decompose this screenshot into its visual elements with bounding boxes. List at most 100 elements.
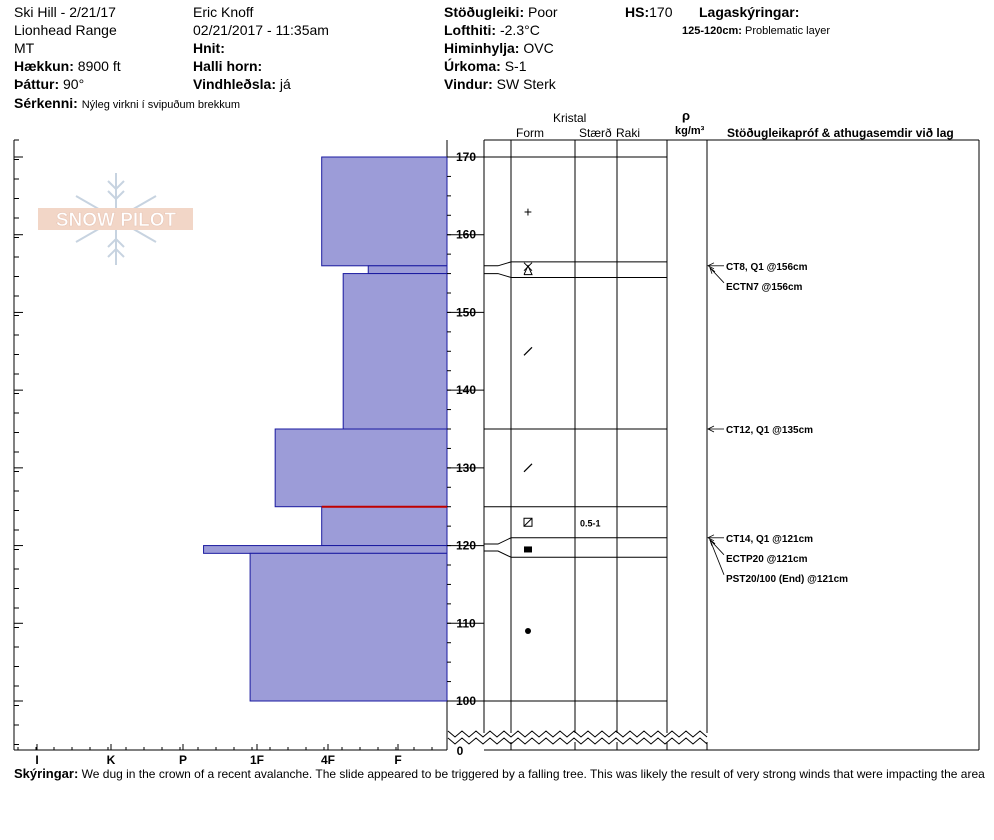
observer: Eric Knoff bbox=[193, 4, 254, 20]
stability-test-label: CT8, Q1 @156cm bbox=[726, 262, 808, 273]
hardness-tick-label: 1F bbox=[250, 753, 264, 767]
elevation-row: Hækkun: 8900 ft bbox=[14, 58, 121, 74]
snowpilot-logo: SNOW PILOT bbox=[38, 173, 193, 265]
logo-banner bbox=[38, 208, 193, 230]
sky-label: Himinhylja: bbox=[444, 40, 520, 56]
features-value: Nýleg virkni í svipuðum brekkum bbox=[81, 99, 241, 111]
stability-value: Poor bbox=[528, 4, 558, 20]
test-arrow-head bbox=[707, 534, 715, 542]
state: MT bbox=[14, 40, 35, 56]
boundary-connector bbox=[484, 261, 512, 267]
boundary-connector bbox=[484, 550, 512, 558]
hardness-profile: I K P 1F 4F F 100 110 120 130 140 150 160 170 0 bbox=[13, 139, 484, 767]
sky-value: OVC bbox=[523, 40, 554, 56]
axis-break-upper bbox=[447, 730, 708, 738]
hardness-layer-bar bbox=[367, 265, 448, 275]
test-arrow-head bbox=[707, 425, 715, 433]
form-header: Form bbox=[516, 126, 544, 140]
wind-loading-value: já bbox=[279, 76, 291, 92]
aspect-value: 90° bbox=[63, 76, 85, 92]
size-header: Stærð bbox=[579, 126, 612, 140]
coords-label: Hnit: bbox=[193, 40, 225, 56]
stability-label: Stöðugleiki: bbox=[444, 4, 525, 20]
aspect-label: Þáttur: bbox=[14, 76, 60, 92]
stability-test-label: CT12, Q1 @135cm bbox=[726, 425, 813, 436]
air-temp-label: Lofthiti: bbox=[444, 22, 497, 38]
test-arrow-head bbox=[709, 538, 716, 546]
grain-size-label: 0.5-1 bbox=[580, 518, 601, 528]
depth-tick-label: 140 bbox=[456, 383, 476, 397]
grain-symbol-square bbox=[524, 546, 532, 553]
air-temp-value: -2.3°C bbox=[499, 22, 540, 38]
depth-tick-label: 170 bbox=[456, 150, 476, 164]
depth-break-label: 0 bbox=[457, 744, 464, 758]
test-arrow-head bbox=[707, 262, 715, 270]
range-name: Lionhead Range bbox=[14, 22, 117, 38]
aspect-row: Þáttur: 90° bbox=[14, 76, 84, 92]
grain-symbol-hoar-x bbox=[523, 262, 533, 272]
depth-tick-label: 150 bbox=[456, 305, 476, 319]
axis-break-lower bbox=[447, 737, 708, 745]
hardness-tick-label: P bbox=[179, 753, 187, 767]
test-arrow-head bbox=[709, 266, 716, 274]
elevation-label: Hækkun: bbox=[14, 58, 74, 74]
moisture-header: Raki bbox=[616, 126, 641, 140]
grain-symbol-faceted bbox=[523, 517, 533, 527]
wind-label: Vindur: bbox=[444, 76, 493, 92]
boundary-connector bbox=[484, 537, 512, 545]
footer-label: Skýringar: bbox=[14, 767, 79, 781]
layer-note-range: 125-120cm: bbox=[682, 25, 742, 37]
features-label: Sérkenni: bbox=[14, 95, 78, 111]
stability-test-label: PST20/100 (End) @121cm bbox=[726, 574, 848, 585]
precip-label: Úrkoma: bbox=[444, 58, 501, 74]
wind-loading-label: Vindhleðsla: bbox=[193, 76, 276, 92]
coords-row: Hnit: bbox=[193, 40, 225, 56]
footer-notes: Skýringar: We dug in the crown of a rece… bbox=[14, 767, 994, 781]
test-arrow-line bbox=[709, 267, 725, 284]
stability-test-label: ECTP20 @121cm bbox=[726, 554, 808, 565]
layer-note: 125-120cm: Problematic layer bbox=[682, 23, 830, 39]
precip-value: S-1 bbox=[504, 58, 527, 74]
depth-tick-label: 100 bbox=[456, 694, 476, 708]
hardness-layer-bar bbox=[274, 428, 448, 508]
features-row: Sérkenni: Nýleg virkni í svipuðum brekku… bbox=[14, 95, 240, 113]
hardness-tick-label: F bbox=[394, 753, 401, 767]
hardness-layer-bar bbox=[321, 156, 448, 267]
stability-row: Stöðugleiki: Poor bbox=[444, 4, 558, 20]
depth-tick-label: 120 bbox=[456, 539, 476, 553]
stability-test-label: ECTN7 @156cm bbox=[726, 282, 803, 293]
depth-tick-label: 160 bbox=[456, 228, 476, 242]
precip-row: Úrkoma: S-1 bbox=[444, 58, 526, 74]
hardness-tick-label: I bbox=[35, 753, 38, 767]
slope-label: Halli horn: bbox=[193, 58, 263, 74]
grain-symbol-slash bbox=[523, 346, 533, 356]
boundary-connector bbox=[484, 273, 512, 278]
logo-text: SNOW PILOT bbox=[56, 210, 177, 231]
stability-test-label: CT14, Q1 @121cm bbox=[726, 534, 813, 545]
hardness-layer-bar bbox=[249, 552, 448, 702]
hardness-layer-bar bbox=[203, 545, 448, 554]
footer-text: We dug in the crown of a recent avalanch… bbox=[81, 767, 985, 781]
elevation-value: 8900 ft bbox=[77, 58, 121, 74]
hardness-tick-label: 4F bbox=[321, 753, 335, 767]
grain-symbol-slash bbox=[523, 463, 533, 473]
slope-row: Halli horn: bbox=[193, 58, 262, 74]
hardness-layer-bar bbox=[342, 273, 448, 430]
crystal-header: Kristal bbox=[553, 111, 587, 125]
depth-tick-label: 110 bbox=[456, 616, 476, 630]
datetime: 02/21/2017 - 11:35am bbox=[193, 22, 329, 38]
grain-symbol-faceted-slash bbox=[523, 517, 533, 527]
hs-value: 170 bbox=[649, 4, 673, 20]
test-arrow-line bbox=[709, 539, 725, 556]
grain-symbol-dot bbox=[525, 628, 531, 635]
layer-note-text: Problematic layer bbox=[745, 25, 830, 37]
wind-row: Vindur: SW Sterk bbox=[444, 76, 556, 92]
hardness-tick-label: K bbox=[107, 753, 116, 767]
hs-row: HS:170 bbox=[625, 4, 672, 20]
grain-symbol-hoar bbox=[523, 264, 533, 276]
tests-header: Stöðugleikapróf & athugasemdir við lag bbox=[727, 126, 954, 140]
hs-label: HS: bbox=[625, 4, 650, 20]
sky-row: Himinhylja: OVC bbox=[444, 40, 554, 56]
density-unit-header: kg/m³ bbox=[675, 125, 705, 137]
